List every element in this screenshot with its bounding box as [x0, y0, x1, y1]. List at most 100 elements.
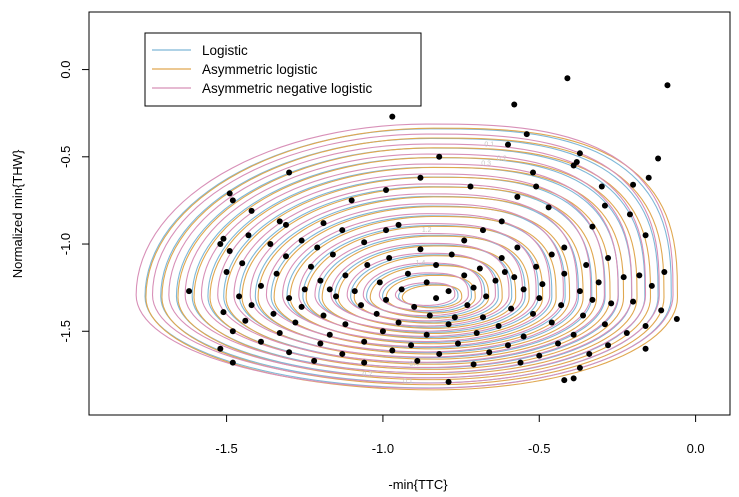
data-point [598, 183, 605, 190]
plot-frame [88, 11, 731, 416]
data-point [655, 155, 662, 162]
data-point [504, 141, 511, 148]
data-point [342, 272, 349, 279]
x-tick-label: 0.0 [687, 441, 705, 456]
data-point [320, 220, 327, 227]
data-point [292, 319, 299, 326]
contour-level-labels: 0.20.31.21.40.40.20.10.1 [362, 141, 506, 385]
data-point [326, 286, 333, 293]
data-point [533, 263, 540, 270]
data-point [314, 244, 321, 251]
data-point [545, 204, 552, 211]
data-point [523, 131, 530, 138]
data-point [217, 241, 224, 248]
data-point [536, 352, 543, 359]
data-point [361, 338, 368, 345]
data-point [329, 251, 336, 258]
data-point [236, 293, 243, 300]
contour-label: 0.2 [362, 372, 372, 379]
contour-line [193, 157, 638, 376]
data-point [548, 251, 555, 258]
data-point [220, 309, 227, 316]
data-point [311, 357, 318, 364]
data-point [282, 253, 289, 260]
data-point [445, 288, 452, 295]
data-point [333, 293, 340, 300]
data-point [642, 345, 649, 352]
data-point [411, 303, 418, 310]
data-point [470, 361, 477, 368]
data-point [301, 286, 308, 293]
data-point [445, 378, 452, 385]
data-point [583, 261, 590, 268]
data-point [520, 333, 527, 340]
data-point [570, 375, 577, 382]
data-point [530, 310, 537, 317]
data-point [576, 364, 583, 371]
data-point [217, 345, 224, 352]
data-point [479, 314, 486, 321]
data-point [276, 330, 283, 337]
contour-line [135, 123, 674, 389]
data-point [423, 279, 430, 286]
data-point [576, 150, 583, 157]
data-point [379, 328, 386, 335]
x-tick-label: -1.5 [215, 441, 237, 456]
contour-line [225, 176, 611, 365]
data-point [673, 316, 680, 323]
data-point [517, 359, 524, 366]
data-point [586, 350, 593, 357]
y-tick-label: -1.5 [58, 320, 73, 342]
contour-line [270, 205, 566, 349]
data-point [658, 307, 665, 314]
data-point [386, 254, 393, 261]
data-point [514, 193, 521, 200]
data-point [548, 319, 555, 326]
y-tick-label: -0.5 [58, 146, 73, 168]
data-point [276, 218, 283, 225]
contour-label: 0.1 [484, 141, 494, 148]
data-point [351, 288, 358, 295]
data-point [601, 321, 608, 328]
contour-line [177, 147, 652, 381]
data-point [448, 251, 455, 258]
data-point [361, 239, 368, 246]
data-point [473, 330, 480, 337]
data-point [389, 113, 396, 120]
contour-label: 1.2 [422, 227, 432, 234]
data-point [220, 235, 227, 242]
data-point [467, 183, 474, 190]
data-point [664, 82, 671, 89]
data-point [536, 295, 543, 302]
data-point [433, 261, 440, 268]
contour-line [200, 163, 619, 369]
data-point [286, 349, 293, 356]
data-point [558, 302, 565, 309]
data-point [423, 331, 430, 338]
data-point [464, 302, 471, 309]
data-point [383, 296, 390, 303]
legend-label: Logistic [202, 43, 248, 58]
data-point [404, 270, 411, 277]
data-point [501, 268, 508, 275]
data-point [417, 246, 424, 253]
data-point [561, 377, 568, 384]
data-point [257, 338, 264, 345]
data-point [229, 359, 236, 366]
contour-line [209, 166, 625, 370]
y-axis: 0.0 -0.5 -1.0 -1.5 [58, 61, 89, 342]
data-point [589, 223, 596, 230]
legend-label: Asymmetric logistic [202, 62, 318, 77]
y-tick-label: -1.0 [58, 233, 73, 255]
data-point [229, 197, 236, 204]
data-point [298, 237, 305, 244]
data-point [248, 302, 255, 309]
contour-line [161, 137, 665, 386]
data-point [186, 288, 193, 295]
data-point [589, 296, 596, 303]
data-point [511, 274, 518, 281]
contour-label: 1.4 [416, 260, 426, 267]
data-point [436, 350, 443, 357]
contour-line [191, 157, 633, 374]
